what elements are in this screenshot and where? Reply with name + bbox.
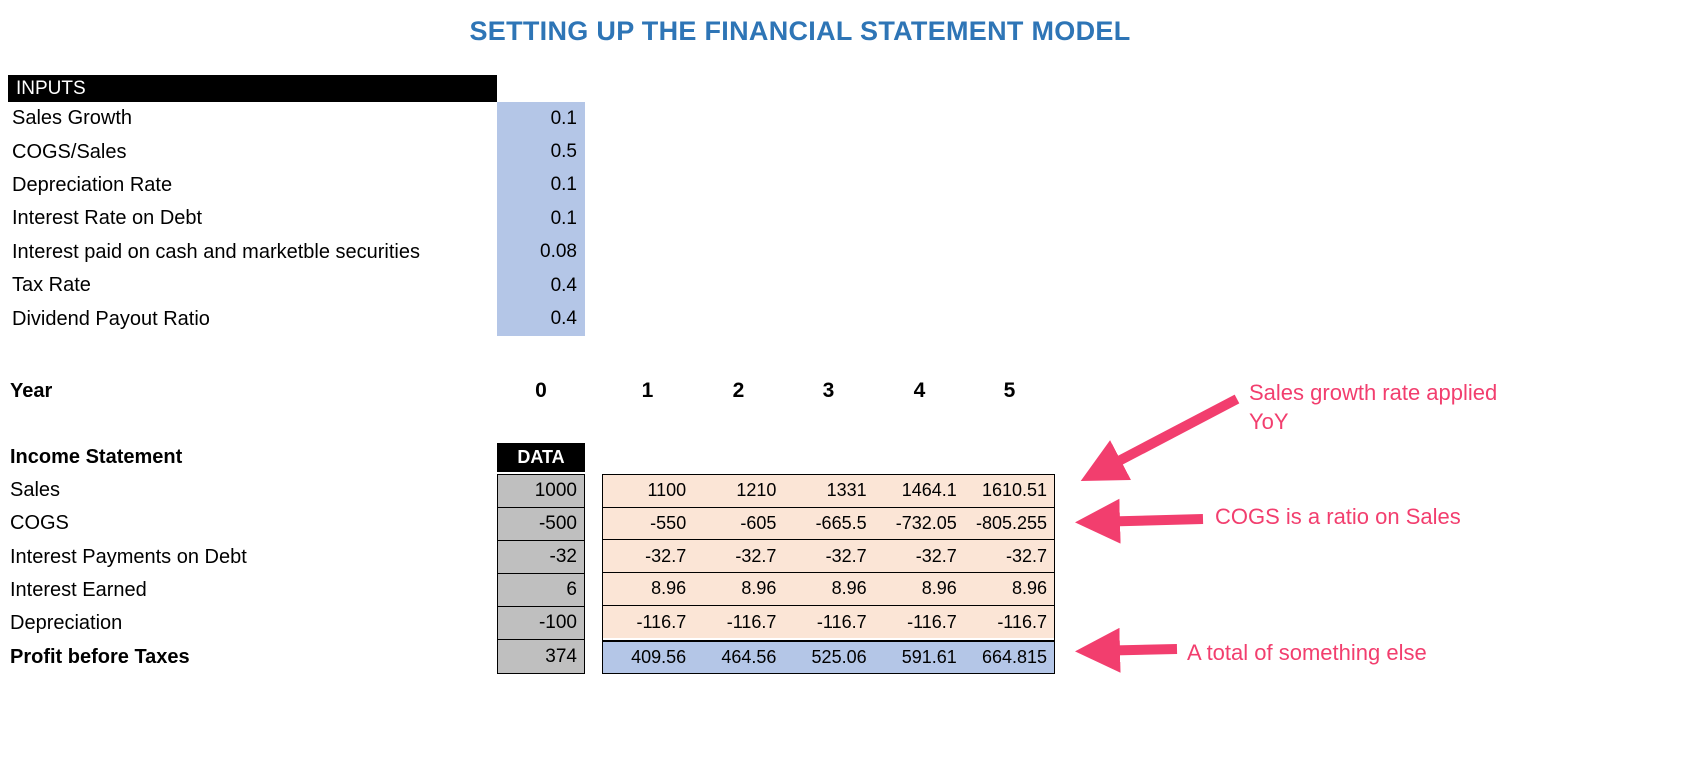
year-header-3[interactable]: 3 [822,379,835,402]
cell-interest-payments-y4[interactable]: -32.7 [915,545,957,566]
cell-sales-y4[interactable]: 1464.1 [901,480,957,501]
cell-sales-y0[interactable]: 1000 [498,475,584,509]
input-label: Depreciation Rate [12,173,173,196]
arrow-profit-icon [1075,627,1178,673]
cell-cogs-y5[interactable]: -805.255 [975,513,1048,534]
year-header-1[interactable]: 1 [641,379,654,402]
cell-profit-y0[interactable]: 374 [498,640,584,674]
input-row-interest-rate-debt: Interest Rate on Debt 0.1 [8,202,585,236]
year-header-2[interactable]: 2 [732,379,745,402]
input-label: Interest Rate on Debt [12,207,203,230]
cell-interest-earned-y1[interactable]: 8.96 [651,578,687,599]
annotation-sales-growth: Sales growth rate applied YoY [1249,380,1498,434]
input-row-cogs-sales: COGS/Sales 0.5 [8,135,585,169]
cell-cogs-y4[interactable]: -732.05 [895,513,957,534]
input-value-cell[interactable]: 0.4 [497,268,585,303]
input-row-dividend-payout: Dividend Payout Ratio 0.4 [8,302,585,336]
row-interest-payments-values: -32.7 -32.7 -32.7 -32.7 -32.7 [603,540,1054,574]
row-interest-earned-values: 8.96 8.96 8.96 8.96 8.96 [603,573,1054,606]
row-sales-values: 1100 1210 1331 1464.1 1610.51 [603,475,1054,508]
cell-sales-y2[interactable]: 1210 [736,480,777,501]
cell-profit-y5[interactable]: 664.815 [981,646,1048,667]
cell-interest-earned-y2[interactable]: 8.96 [741,578,777,599]
projection-block: 1100 1210 1331 1464.1 1610.51 -550 -605 … [602,474,1055,641]
row-label-depreciation: Depreciation [10,612,123,635]
input-label: Tax Rate [12,274,91,297]
cell-cogs-y1[interactable]: -550 [650,513,687,534]
input-value-cell[interactable]: 0.4 [497,302,585,336]
cell-interest-payments-y3[interactable]: -32.7 [825,545,867,566]
row-depreciation-values: -116.7 -116.7 -116.7 -116.7 -116.7 [603,605,1054,639]
input-label: Sales Growth [12,107,133,130]
cell-profit-y2[interactable]: 464.56 [721,646,777,667]
year-header-4[interactable]: 4 [913,379,926,402]
cell-depreciation-y4[interactable]: -116.7 [907,611,957,632]
annotation-cogs-ratio: COGS is a ratio on Sales [1215,504,1461,529]
inputs-section: INPUTS Sales Growth 0.1 COGS/Sales 0.5 D… [8,75,585,336]
input-label: Dividend Payout Ratio [12,307,210,330]
cell-cogs-y3[interactable]: -665.5 [815,513,867,534]
cell-interest-earned-y5[interactable]: 8.96 [1011,578,1048,599]
cell-depreciation-y5[interactable]: -116.7 [997,611,1048,632]
annotation-total: A total of something else [1187,640,1427,665]
input-label: Interest paid on cash and marketble secu… [12,240,420,263]
cell-interest-payments-y2[interactable]: -32.7 [735,545,777,566]
cell-interest-earned-y4[interactable]: 8.96 [921,578,957,599]
row-cogs-values: -550 -605 -665.5 -732.05 -805.255 [603,507,1054,541]
profit-total-row: 409.56 464.56 525.06 591.61 664.815 [602,640,1055,674]
year-header-0[interactable]: 0 [535,379,547,402]
cell-interest-payments-y1[interactable]: -32.7 [645,545,687,566]
row-label-interest-earned: Interest Earned [10,579,147,602]
input-label: COGS/Sales [12,140,127,163]
input-value-cell[interactable]: 0.1 [497,168,585,203]
cell-depreciation-y1[interactable]: -116.7 [636,611,687,632]
cell-interest-earned-y3[interactable]: 8.96 [831,578,867,599]
data-column-year0: 1000 -500 -32 6 -100 374 [497,474,585,674]
inputs-header: INPUTS [8,75,497,102]
cell-depreciation-y3[interactable]: -116.7 [816,611,867,632]
input-value-cell[interactable]: 0.08 [497,235,585,269]
input-row-tax-rate: Tax Rate 0.4 [8,268,585,303]
cell-profit-y1[interactable]: 409.56 [631,646,687,667]
arrow-cogs-icon [1075,498,1204,544]
income-statement-title: Income Statement [10,446,183,468]
cell-cogs-y0[interactable]: -500 [498,508,584,542]
cell-sales-y3[interactable]: 1331 [826,480,867,501]
income-row-labels: Sales COGS Interest Payments on Debt Int… [10,474,247,674]
row-label-sales: Sales [10,479,61,502]
row-label-cogs: COGS [10,512,69,535]
input-row-depreciation-rate: Depreciation Rate 0.1 [8,168,585,203]
cell-interest-payments-y5[interactable]: -32.7 [1005,545,1048,566]
input-row-sales-growth: Sales Growth 0.1 [8,102,585,136]
input-value-cell[interactable]: 0.5 [497,135,585,169]
cell-profit-y4[interactable]: 591.61 [901,646,957,667]
year-header-5[interactable]: 5 [1003,379,1016,402]
year-row-label: Year [10,379,53,402]
page-title: SETTING UP THE FINANCIAL STATEMENT MODEL [469,16,1131,46]
cell-sales-y1[interactable]: 1100 [647,480,687,501]
row-label-interest-payments: Interest Payments on Debt [10,545,247,568]
cell-interest-payments-y0[interactable]: -32 [498,541,584,575]
input-value-cell[interactable]: 0.1 [497,202,585,236]
cell-profit-y3[interactable]: 525.06 [811,646,867,667]
cell-interest-earned-y0[interactable]: 6 [498,574,584,608]
cell-depreciation-y0[interactable]: -100 [498,607,584,641]
cell-cogs-y2[interactable]: -605 [740,513,777,534]
row-label-profit-before-taxes: Profit before Taxes [10,645,190,668]
cell-sales-y5[interactable]: 1610.51 [981,480,1048,501]
input-row-interest-cash: Interest paid on cash and marketble secu… [8,235,585,269]
data-column-header: DATA [497,443,585,472]
arrow-sales-icon [1080,394,1240,481]
cell-depreciation-y2[interactable]: -116.7 [726,611,777,632]
input-value-cell[interactable]: 0.1 [497,102,585,136]
